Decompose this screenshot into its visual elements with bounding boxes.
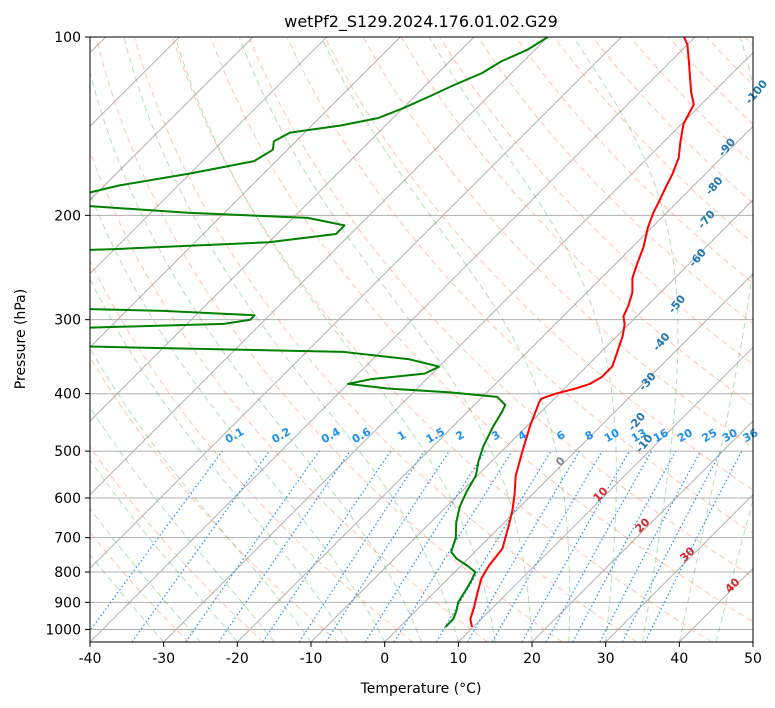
isotherm-line — [531, 420, 753, 642]
moist-adiabat — [320, 37, 571, 642]
y-tick-label: 300 — [54, 313, 81, 329]
moist-adiabat — [90, 406, 275, 642]
x-tick-label: 0 — [380, 651, 389, 667]
isotherm-line — [310, 199, 753, 642]
dry-adiabat — [171, 37, 712, 642]
mixing-ratio-line — [298, 450, 425, 642]
isotherm-line — [90, 37, 401, 349]
sounding-lines — [90, 37, 695, 628]
mixing-ratio-line — [393, 450, 513, 642]
x-tick-label: 50 — [744, 651, 762, 667]
chart-title: wetPf2_S129.2024.176.01.02.G29 — [284, 12, 558, 32]
isotherm-line — [457, 346, 753, 642]
isotherm-line — [163, 51, 753, 642]
mixing-ratio-line — [185, 450, 320, 642]
moist-adiabat — [90, 278, 349, 642]
x-axis-ticks: -40 -30 -20 -10 0 10 20 30 40 50 — [79, 642, 762, 667]
y-tick-label: 500 — [54, 444, 81, 460]
isotherm-line — [605, 493, 753, 642]
moist-adiabat — [90, 553, 165, 642]
y-tick-label: 1000 — [45, 622, 81, 638]
x-tick-label: 10 — [449, 651, 467, 667]
moist-adiabat — [90, 347, 312, 642]
y-tick-label: 200 — [54, 208, 81, 224]
x-axis-label: Temperature (°C) — [360, 681, 482, 697]
isotherm-line — [90, 37, 328, 275]
y-tick-label: 900 — [54, 595, 81, 611]
x-tick-label: -40 — [79, 651, 102, 667]
moist-adiabat — [90, 459, 238, 642]
mixing-ratio-line — [545, 450, 653, 642]
moist-adiabat — [174, 37, 496, 642]
mixing-ratio-line — [325, 450, 450, 642]
isotherm-line — [236, 125, 753, 642]
moist-adiabat — [715, 497, 753, 642]
y-axis-ticks: 100 200 300 400 500 600 700 800 900 1000 — [45, 30, 90, 638]
plot-area — [90, 37, 753, 642]
x-tick-label: -20 — [226, 651, 249, 667]
isotherm-line — [90, 37, 254, 201]
isotherm-line — [752, 641, 753, 642]
y-tick-label: 700 — [54, 531, 81, 547]
x-tick-label: -10 — [300, 651, 323, 667]
mixing-ratio-line — [262, 450, 392, 642]
isotherm-line — [90, 37, 475, 422]
x-tick-label: 40 — [670, 651, 688, 667]
y-axis-label: Pressure (hPa) — [13, 289, 29, 389]
dry-adiabat — [248, 37, 753, 578]
moist-adiabat — [90, 192, 386, 642]
x-tick-label: 30 — [597, 651, 615, 667]
moist-adiabat — [678, 37, 753, 642]
dry-adiabat — [95, 37, 563, 642]
dry-adiabat — [210, 37, 753, 623]
isotherm-line — [90, 37, 696, 642]
dry-adiabat — [324, 37, 753, 491]
dry-adiabat — [286, 37, 753, 534]
mixing-ratio-line — [218, 450, 351, 642]
y-tick-label: 100 — [54, 30, 81, 46]
temperature-line — [469, 37, 695, 628]
y-tick-label: 800 — [54, 565, 81, 581]
dry-adiabat — [133, 37, 638, 642]
background-lines — [90, 37, 753, 642]
moist-adiabat — [428, 37, 617, 642]
moist-adiabat — [572, 37, 679, 642]
isotherm-line — [384, 272, 753, 642]
isotherm-line — [90, 37, 622, 570]
moist-adiabat — [90, 70, 422, 642]
moist-adiabat — [123, 37, 459, 642]
dry-adiabat — [515, 37, 753, 284]
mixing-ratio-line — [521, 450, 631, 642]
dry-adiabat — [90, 356, 339, 642]
mixing-ratio-line — [131, 450, 270, 642]
mixing-ratio-line — [644, 450, 743, 642]
isotherm-line — [90, 37, 549, 496]
dewpoint-line — [90, 37, 549, 628]
moist-adiabat — [90, 507, 201, 642]
dry-adiabat — [90, 445, 264, 642]
plot-frame — [89, 36, 754, 643]
y-tick-label: 600 — [54, 491, 81, 507]
x-tick-label: 20 — [523, 651, 541, 667]
dry-adiabat — [90, 259, 414, 642]
mixing-ratio-line — [90, 450, 223, 632]
x-tick-label: -30 — [152, 651, 175, 667]
y-tick-label: 400 — [54, 387, 81, 403]
mixing-ratio-line — [572, 450, 677, 642]
moist-adiabat — [238, 37, 533, 642]
